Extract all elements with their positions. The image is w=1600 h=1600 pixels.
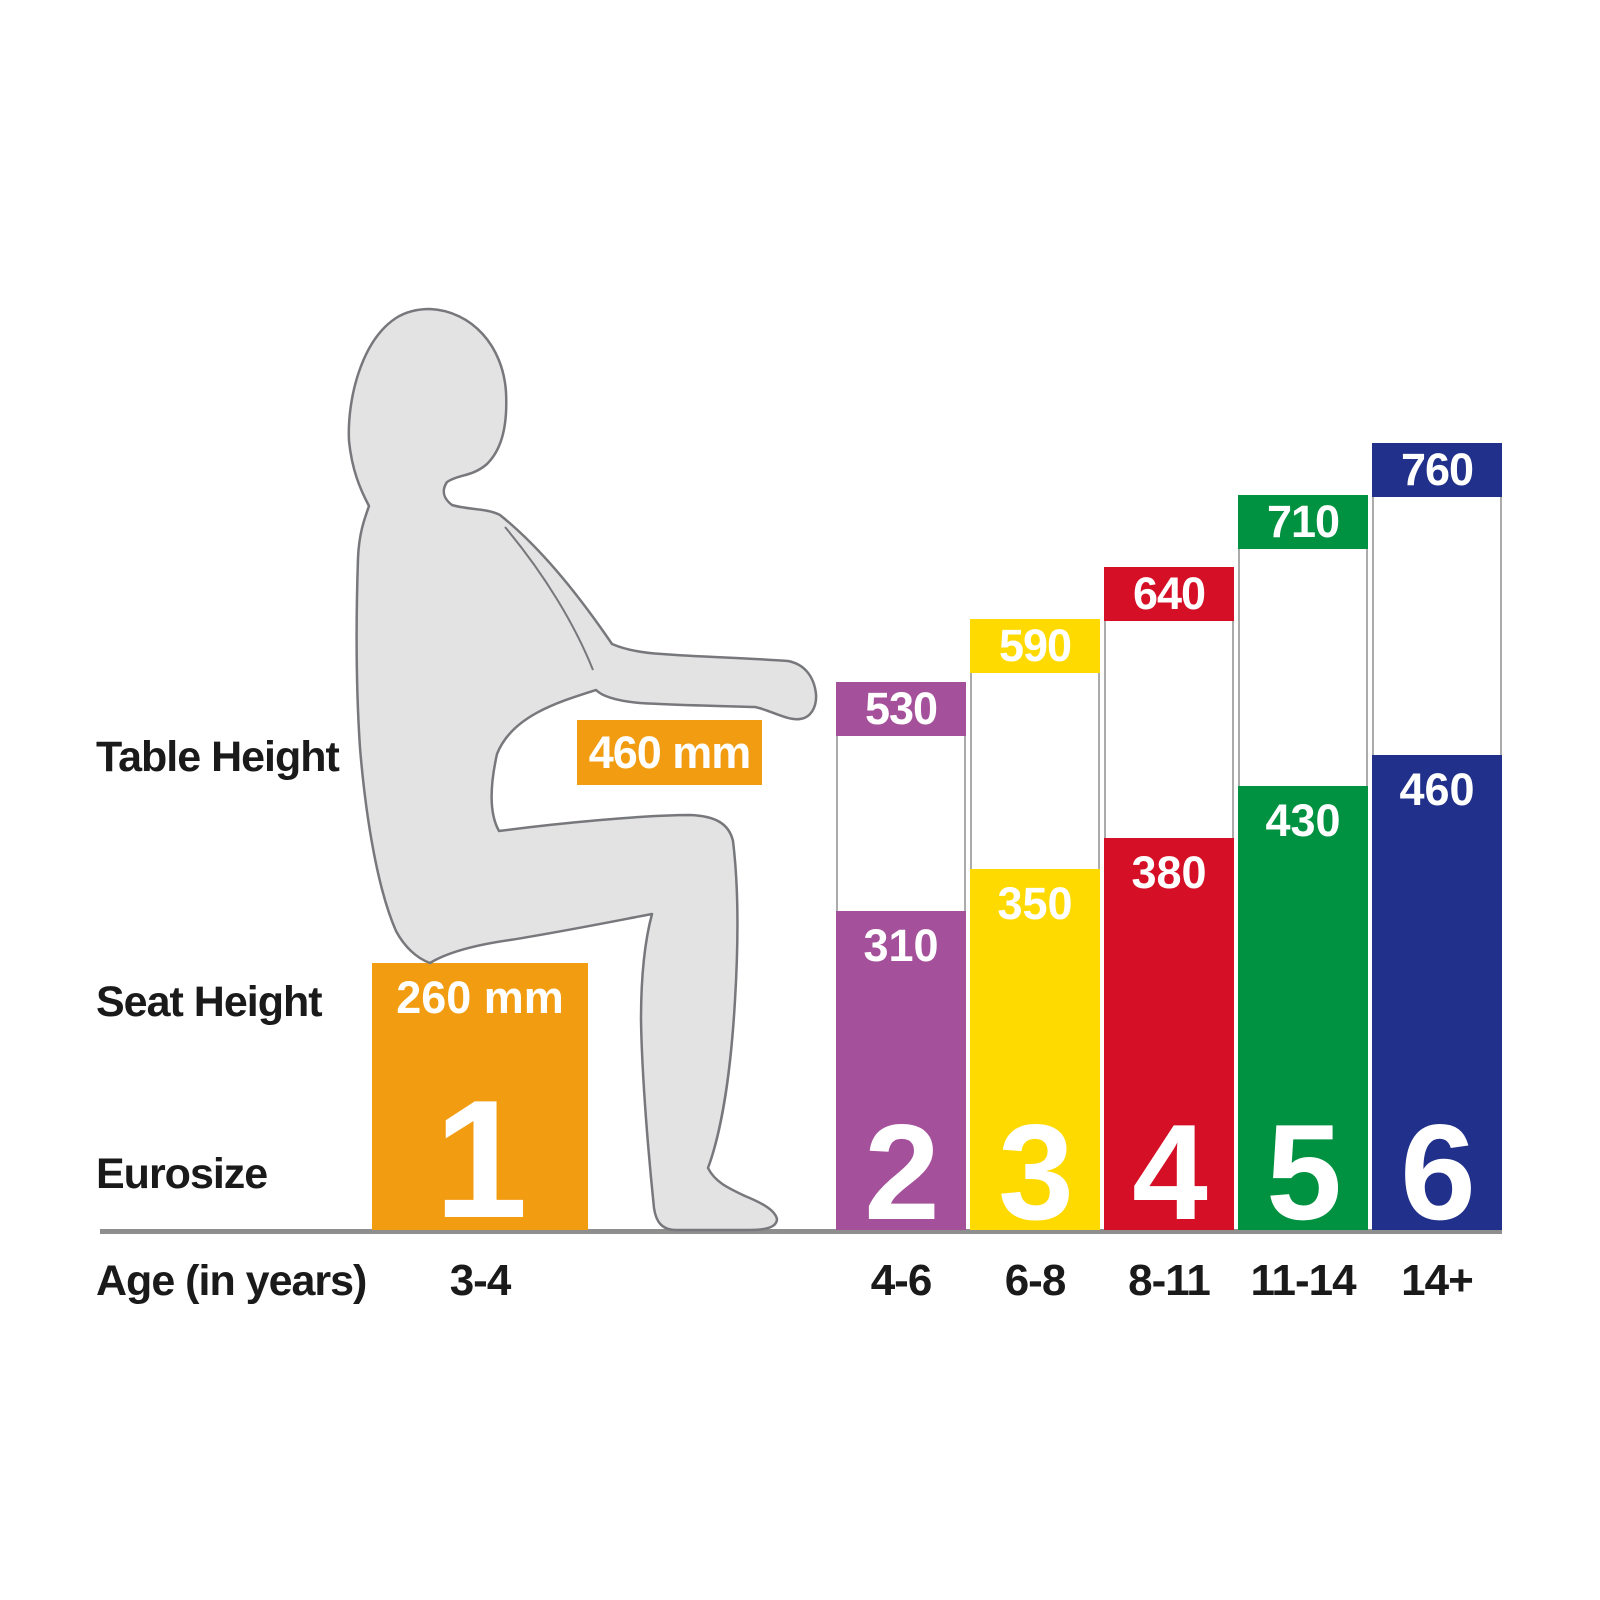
silhouette-arm-crease — [504, 526, 594, 671]
eurosize-number: 4 — [1132, 1095, 1208, 1248]
table-height-cap: 760 — [1372, 443, 1502, 497]
seat-height-value: 380 — [1131, 847, 1207, 898]
seat-height-label: Seat Height — [96, 978, 323, 1026]
eurosize-number: 1 — [434, 1065, 527, 1254]
bar-column-eurosize-2: 530 310 2 — [836, 0, 966, 1248]
seat-height-block: 350 3 — [970, 869, 1100, 1248]
age-label: Age (in years) — [96, 1257, 367, 1305]
eurosize-label: Eurosize — [96, 1150, 268, 1198]
age-value: 14+ — [1401, 1256, 1474, 1305]
table-height-label: Table Height — [96, 733, 340, 781]
age-value: 6-8 — [1004, 1256, 1067, 1305]
table-height-value: 640 — [1132, 568, 1206, 619]
bar-column-eurosize-5: 710 430 5 — [1238, 0, 1368, 1248]
bar-column-eurosize-1: 260 mm 1 — [372, 0, 588, 1254]
age-value: 11-14 — [1250, 1256, 1356, 1305]
column-gap-rails — [970, 673, 1100, 869]
seat-height-value: 460 — [1399, 764, 1475, 815]
seat-height-block: 260 mm 1 — [372, 963, 588, 1254]
bar-column-eurosize-4: 640 380 4 — [1104, 0, 1234, 1248]
bar-column-eurosize-3: 590 350 3 — [970, 0, 1100, 1248]
column-gap-rails — [836, 736, 966, 911]
table-height-tag-size1: 460 mm — [577, 720, 762, 785]
age-value: 3-4 — [449, 1256, 512, 1305]
table-height-cap: 710 — [1238, 495, 1368, 549]
column-gap-rails — [1238, 549, 1368, 786]
eurosize-number: 2 — [864, 1095, 940, 1248]
silhouette-body-outline — [347, 307, 818, 1232]
table-height-value: 590 — [998, 620, 1072, 671]
age-value: 4-6 — [870, 1256, 933, 1305]
seat-height-block: 310 2 — [836, 911, 966, 1248]
table-height-cap: 530 — [836, 682, 966, 736]
table-height-cap: 590 — [970, 619, 1100, 673]
seat-height-block: 430 5 — [1238, 786, 1368, 1248]
seat-height-value: 350 — [997, 878, 1073, 929]
seat-height-block: 460 6 — [1372, 755, 1502, 1248]
seat-height-value: 430 — [1265, 795, 1341, 846]
eurosize-number: 6 — [1400, 1095, 1476, 1248]
eurosize-number: 3 — [998, 1095, 1074, 1248]
table-height-value: 710 — [1266, 496, 1340, 547]
age-value: 8-11 — [1128, 1256, 1211, 1305]
bar-column-eurosize-6: 760 460 6 — [1372, 0, 1502, 1248]
table-height-value: 530 — [864, 683, 938, 734]
baseline-axis — [100, 1229, 1502, 1234]
seat-height-block: 380 4 — [1104, 838, 1234, 1248]
table-height-tag-value: 460 mm — [588, 726, 752, 778]
column-gap-rails — [1372, 497, 1502, 755]
seat-height-value: 260 mm — [396, 972, 564, 1023]
table-height-cap: 640 — [1104, 567, 1234, 621]
seat-height-value: 310 — [863, 920, 939, 971]
column-gap-rails — [1104, 621, 1234, 838]
table-height-value: 760 — [1400, 444, 1474, 495]
eurosize-number: 5 — [1266, 1095, 1342, 1248]
